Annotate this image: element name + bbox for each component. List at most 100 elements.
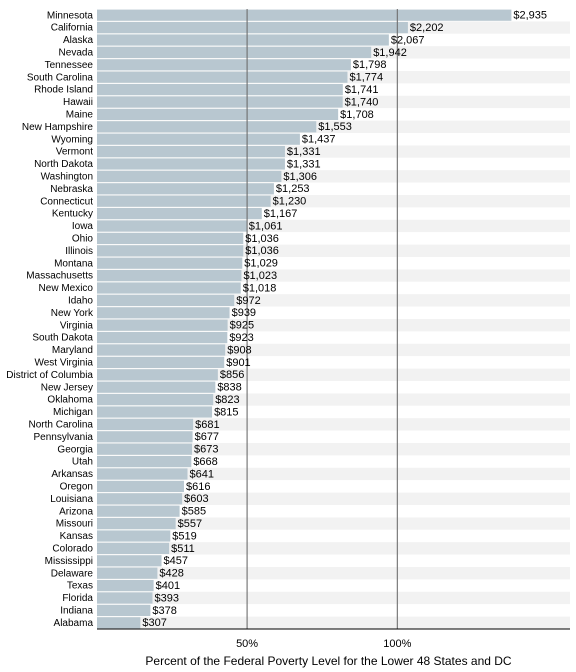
- bar: [97, 195, 271, 207]
- value-label: $585: [182, 506, 206, 518]
- state-label: Idaho: [68, 296, 93, 307]
- value-label: $378: [152, 605, 176, 617]
- row-band: [97, 443, 570, 456]
- bar: [97, 220, 247, 232]
- state-label: Missouri: [56, 519, 93, 530]
- value-label: $673: [194, 444, 218, 456]
- bar: [97, 294, 235, 306]
- value-label: $519: [172, 530, 196, 542]
- state-label: Iowa: [72, 221, 94, 232]
- bar: [97, 617, 141, 629]
- value-label: $307: [142, 617, 166, 629]
- value-label: $901: [226, 357, 250, 369]
- row-band: [97, 616, 570, 629]
- row-band: [97, 591, 570, 605]
- state-label: Ohio: [72, 234, 94, 245]
- state-label: New Mexico: [39, 283, 94, 294]
- value-label: $1,331: [287, 158, 321, 170]
- bar: [97, 133, 300, 145]
- bar: [97, 257, 243, 269]
- state-label: Maine: [66, 110, 94, 121]
- row-band: [97, 529, 570, 543]
- bar: [97, 121, 317, 133]
- state-label: Massachusetts: [26, 271, 93, 282]
- bar: [97, 71, 348, 83]
- x-axis-title: Percent of the Federal Poverty Level for…: [145, 654, 512, 668]
- row-band: [97, 393, 570, 406]
- value-label: $681: [195, 419, 219, 431]
- bar: [97, 530, 171, 542]
- state-label: Rhode Island: [34, 85, 93, 96]
- row-band: [97, 430, 570, 443]
- bars: [97, 9, 512, 629]
- bar: [97, 158, 285, 170]
- state-label: Maryland: [52, 345, 93, 356]
- value-label: $428: [159, 568, 183, 580]
- state-label: Alabama: [54, 618, 94, 629]
- x-tick-label: 100%: [383, 638, 411, 650]
- value-label: $557: [178, 518, 202, 530]
- state-label: Tennessee: [45, 60, 94, 71]
- value-label: $1,061: [249, 220, 283, 232]
- bar: [97, 84, 343, 96]
- value-label: $1,708: [340, 109, 374, 121]
- bar: [97, 170, 282, 182]
- value-label: $1,036: [245, 233, 279, 245]
- value-label: $1,306: [283, 171, 317, 183]
- value-label: $1,029: [244, 258, 278, 270]
- bar: [97, 493, 183, 505]
- row-band: [97, 492, 570, 505]
- reference-lines: [246, 9, 398, 629]
- state-label: Arizona: [59, 506, 93, 517]
- state-label: Virginia: [60, 320, 94, 331]
- bar: [97, 108, 339, 120]
- state-label: South Carolina: [27, 72, 94, 83]
- value-label: $1,036: [245, 245, 279, 257]
- state-label: Mississippi: [45, 556, 93, 567]
- state-label: Pennsylvania: [34, 432, 94, 443]
- value-label: $2,935: [513, 10, 547, 22]
- bar: [97, 59, 351, 71]
- state-label: Oregon: [60, 482, 93, 493]
- state-label: Michigan: [53, 407, 93, 418]
- bar: [97, 394, 214, 406]
- value-label: $1,740: [345, 96, 379, 108]
- state-label: Montana: [54, 258, 93, 269]
- value-label: $972: [236, 295, 260, 307]
- value-label: $511: [171, 543, 195, 555]
- value-label: $856: [220, 369, 244, 381]
- value-label: $1,774: [349, 72, 383, 84]
- value-label: $616: [186, 481, 210, 493]
- value-label: $838: [217, 382, 241, 394]
- state-label: Kansas: [60, 531, 93, 542]
- state-label: West Virginia: [34, 358, 93, 369]
- state-label: California: [51, 23, 94, 34]
- value-label: $1,798: [353, 59, 387, 71]
- value-label: $1,230: [273, 196, 307, 208]
- bar: [97, 208, 262, 220]
- bar: [97, 406, 213, 418]
- state-label: North Dakota: [34, 159, 93, 170]
- bar: [97, 356, 225, 368]
- row-band: [97, 579, 570, 592]
- bar: [97, 592, 153, 604]
- row-band: [97, 542, 570, 555]
- value-label: $677: [195, 431, 219, 443]
- bar: [97, 480, 184, 492]
- bar: [97, 431, 193, 443]
- state-label: Vermont: [56, 147, 93, 158]
- value-label: $1,023: [243, 270, 277, 282]
- state-label: Arkansas: [51, 469, 93, 480]
- bar: [97, 332, 228, 344]
- state-label: New Hampshire: [22, 122, 94, 133]
- value-label: $925: [230, 320, 254, 332]
- value-label: $908: [227, 344, 251, 356]
- bar: [97, 344, 226, 356]
- value-label: $603: [184, 493, 208, 505]
- value-label: $641: [190, 468, 214, 480]
- bar: [97, 567, 158, 579]
- row-band: [97, 418, 570, 431]
- bar: [97, 146, 285, 158]
